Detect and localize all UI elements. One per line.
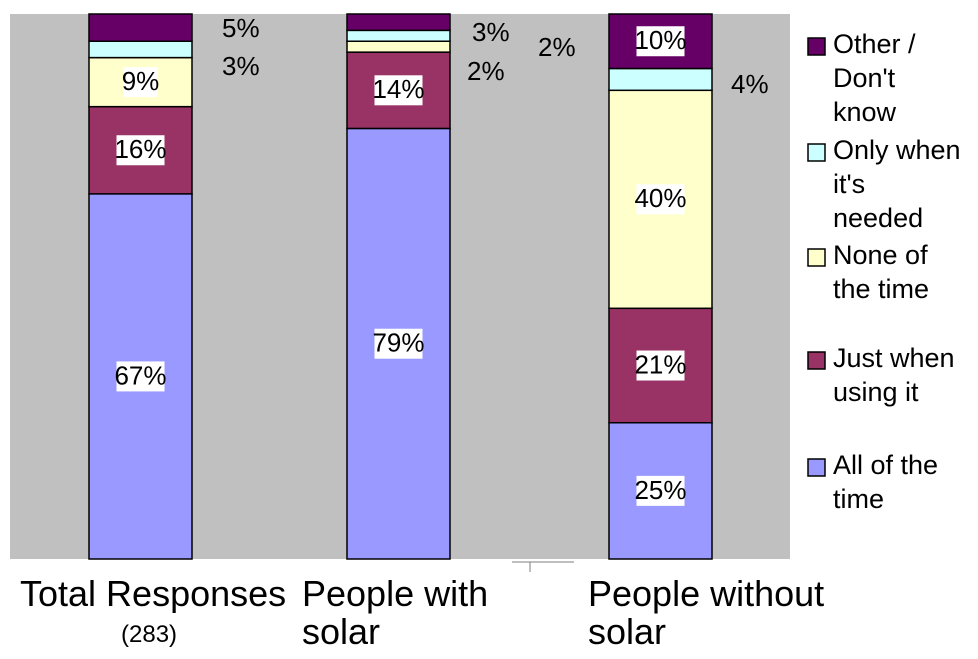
bar-segment-with-solar-none-of-the-time <box>346 40 451 53</box>
category-label-total-text: Total Responses <box>20 575 287 613</box>
legend-label-none-of-the-time-line-1: None of <box>833 240 928 270</box>
legend-label-none-of-the-time-line-2: the time <box>833 274 929 304</box>
legend-swatch-only-when-needed <box>807 143 826 162</box>
data-label-without-solar-all-of-the-time: 25% <box>634 475 686 505</box>
bar-segment-total-other-dont-know <box>88 13 193 42</box>
legend-label-other-dont-know-line-2: Don't <box>833 63 896 93</box>
bar-segment-total-only-when-needed <box>88 40 193 59</box>
legend-label-only-when-needed-line-2: it's <box>833 169 865 199</box>
data-label-total-only-when-needed: 3% <box>222 51 260 81</box>
legend-swatch-none-of-the-time <box>807 248 826 267</box>
data-label-without-solar-just-when-using-it: 21% <box>634 349 686 379</box>
legend-label-just-when-using-it-line-2: using it <box>833 377 919 407</box>
legend-label-other-dont-know-line-1: Other / <box>833 29 916 59</box>
category-label-with-solar-text: People with solar <box>302 573 489 652</box>
data-label-bg-total-just-when-using-it <box>116 135 165 166</box>
category-label-without-solar: People without solar <box>588 575 828 651</box>
legend-swatch-other-dont-know <box>807 37 826 56</box>
data-label-bg-without-solar-just-when-using-it <box>636 350 685 381</box>
legend-label-other-dont-know-line-3: know <box>833 97 897 127</box>
legend-label-only-when-needed-line-3: needed <box>833 203 923 233</box>
legend-label-just-when-using-it-line-1: Just when <box>833 343 955 373</box>
legend-label-all-of-the-time-line-1: All of the <box>833 450 938 480</box>
data-label-with-solar-other-dont-know: 3% <box>472 17 510 47</box>
bar-segment-without-solar-other-dont-know <box>608 13 713 70</box>
data-labels-layer: 67% 16% 9% 3% 5% 79% 14% 2% 2% 3% 25% 21% 40% 4% 10% <box>114 13 769 506</box>
category-label-total: Total Responses (283) <box>20 575 288 650</box>
data-label-total-other-dont-know: 5% <box>222 13 260 43</box>
data-label-without-solar-only-when-needed: 4% <box>731 69 769 99</box>
legend-swatch-just-when-using-it <box>807 351 826 370</box>
data-label-with-solar-all-of-the-time: 79% <box>372 328 424 358</box>
data-label-with-solar-none-of-the-time: 2% <box>467 56 505 86</box>
bar-segment-with-solar-only-when-needed <box>346 29 451 42</box>
legend: Other / Don't know Only when it's needed None … <box>807 29 961 514</box>
legend-swatch-all-of-the-time <box>807 458 826 477</box>
data-label-total-all-of-the-time: 67% <box>114 360 166 390</box>
legend-label-only-when-needed-line-1: Only when <box>833 135 961 165</box>
data-label-total-just-when-using-it: 16% <box>114 134 166 164</box>
data-label-total-none-of-the-time: 9% <box>122 66 160 96</box>
bar-segment-without-solar-only-when-needed <box>608 67 713 92</box>
data-label-with-solar-just-when-using-it: 14% <box>372 74 424 104</box>
data-label-bg-total-none-of-the-time <box>123 67 158 98</box>
data-label-bg-without-solar-none-of-the-time <box>636 184 685 215</box>
data-label-bg-with-solar-just-when-using-it <box>374 75 423 106</box>
data-label-with-solar-only-when-needed: 2% <box>538 32 576 62</box>
data-label-bg-total-all-of-the-time <box>116 361 165 392</box>
bar-segment-with-solar-other-dont-know <box>346 13 451 32</box>
category-label-total-count: (283) <box>121 621 178 648</box>
data-label-without-solar-none-of-the-time: 40% <box>634 183 686 213</box>
data-label-bg-without-solar-all-of-the-time <box>636 475 685 506</box>
data-label-without-solar-other-dont-know: 10% <box>634 25 686 55</box>
category-label-without-solar-text: People without solar <box>588 573 825 652</box>
data-label-bg-without-solar-other-dont-know <box>636 26 685 57</box>
data-label-bg-with-solar-all-of-the-time <box>374 328 423 359</box>
legend-label-all-of-the-time-line-2: time <box>833 484 884 514</box>
category-label-with-solar: People with solar <box>302 575 532 651</box>
